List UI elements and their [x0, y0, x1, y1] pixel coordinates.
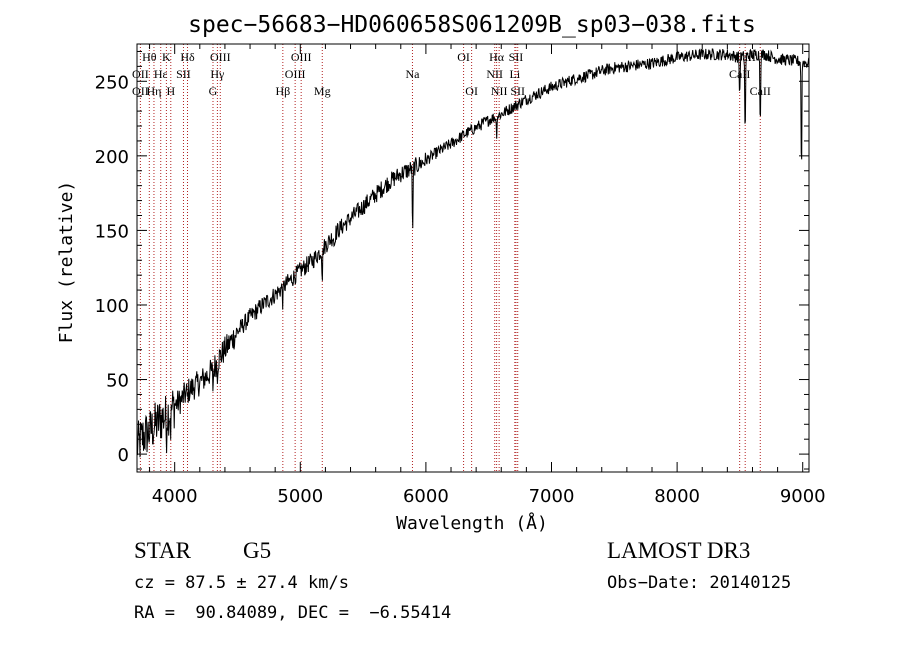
line-label: G: [209, 84, 218, 98]
line-label: CaII: [735, 50, 756, 64]
y-tick-label: 50: [106, 371, 129, 392]
line-label: OI: [465, 84, 478, 98]
y-tick-label: 150: [95, 221, 129, 242]
y-tick-label: 0: [118, 445, 129, 466]
x-tick-label: 5000: [277, 486, 323, 507]
y-tick-label: 200: [95, 147, 129, 168]
line-label: NII: [491, 84, 508, 98]
line-label: CaII: [729, 67, 750, 81]
observation-date: Obs−Date: 20140125: [607, 573, 792, 593]
line-label: Hγ: [210, 67, 225, 81]
line-label: OIII: [210, 50, 231, 64]
x-tick-label: 9000: [780, 486, 826, 507]
line-label: Hθ: [142, 50, 157, 64]
survey-name: LAMOST DR3: [607, 538, 751, 563]
x-tick-label: 8000: [654, 486, 700, 507]
line-label: OII: [132, 67, 149, 81]
axis-ticks: 4000 5000 6000 7000 8000 9000 0 50 100 150 200 250: [95, 44, 826, 507]
line-label: OIII: [285, 67, 306, 81]
x-tick-label: 7000: [529, 486, 575, 507]
line-markers: [139, 44, 761, 472]
line-label: Mg: [314, 84, 331, 98]
line-label: SII: [509, 50, 524, 64]
y-axis-label: Flux (relative): [56, 181, 77, 344]
x-tick-label: 6000: [403, 486, 449, 507]
line-label: H: [166, 84, 175, 98]
line-label: Hδ: [180, 50, 195, 64]
line-label: Hα: [489, 50, 505, 64]
object-class: STAR: [134, 538, 191, 563]
x-axis-label: Wavelength (Å): [396, 512, 548, 534]
line-label: Li: [509, 67, 520, 81]
line-label: Hε: [154, 67, 168, 81]
line-label: CaII: [750, 84, 771, 98]
line-label: OI: [457, 50, 470, 64]
spectrum-line: [136, 48, 810, 458]
redshift-velocity: cz = 87.5 ± 27.4 km/s: [134, 573, 349, 593]
spectrum-series: [136, 48, 810, 458]
line-label: OIII: [291, 50, 312, 64]
line-label: Na: [405, 67, 420, 81]
y-tick-label: 100: [95, 296, 129, 317]
y-tick-label: 250: [95, 72, 129, 93]
chart-title: spec−56683−HD060658S061209B_sp03−038.fit…: [188, 12, 756, 38]
line-label: NII: [486, 67, 503, 81]
object-subclass: G5: [243, 538, 272, 563]
line-label: OII: [132, 84, 149, 98]
coordinates: RA = 90.84089, DEC = −6.55414: [134, 603, 452, 623]
x-tick-label: 4000: [152, 486, 198, 507]
plot-frame: [136, 43, 810, 473]
line-label: SII: [176, 67, 191, 81]
line-label: SII: [510, 84, 525, 98]
line-label: K: [162, 50, 171, 64]
line-label: Hη: [146, 84, 161, 98]
line-label: Hβ: [275, 84, 290, 98]
